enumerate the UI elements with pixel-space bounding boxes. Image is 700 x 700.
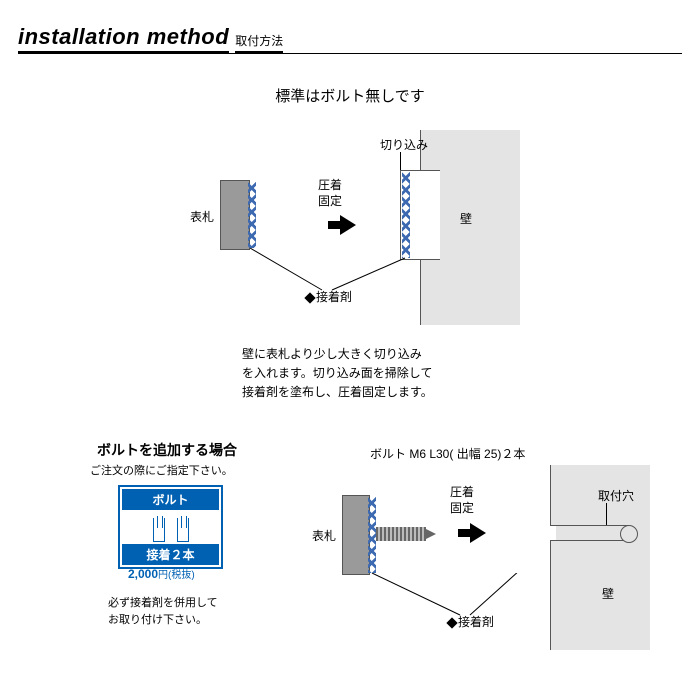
bolt-title: ボルトを追加する場合 — [97, 440, 237, 460]
diagram-bolt: 圧着 固定 表札 取付穴 壁 接着剤 — [330, 465, 660, 660]
mounting-hole — [550, 525, 630, 541]
label-wall: 壁 — [602, 585, 614, 602]
label-fix1: 圧着 — [318, 176, 342, 193]
label-plate: 表札 — [312, 527, 336, 544]
adhesive-zigzag-plate — [368, 497, 376, 573]
description-standard: 壁に表札より少し大きく切り込み を入れます。切り込み面を掃除して 接着剤を塗布し… — [242, 345, 542, 403]
header-en: installation method — [18, 24, 229, 53]
bolt-note: 必ず接着剤を併用して お取り付け下さい。 — [108, 595, 218, 628]
leader-line — [400, 152, 401, 170]
header: installation method 取付方法 — [18, 24, 682, 54]
label-wall: 壁 — [460, 210, 472, 227]
label-plate: 表札 — [190, 208, 214, 225]
label-fix2: 固定 — [450, 499, 474, 516]
label-fix1: 圧着 — [450, 483, 474, 500]
subtitle: 標準はボルト無しです — [0, 85, 700, 106]
bolt-badge: ボルト 接着２本 — [118, 485, 223, 569]
badge-bottom: 接着２本 — [122, 544, 219, 565]
bolt-icon — [177, 518, 189, 542]
leader-line — [606, 503, 607, 525]
nameplate — [220, 180, 250, 250]
diagram-standard: 切り込み 圧着 固定 表札 壁 接着剤 — [190, 130, 520, 325]
header-jp: 取付方法 — [235, 32, 283, 53]
arrow-press-icon — [340, 215, 356, 235]
arrow-press-icon — [470, 523, 486, 543]
bolt-spec: ボルト M6 L30( 出幅 25)２本 — [370, 445, 525, 462]
label-glue: 接着剤 — [448, 613, 494, 630]
label-glue: 接着剤 — [306, 288, 352, 305]
adhesive-zigzag-plate — [248, 182, 256, 248]
nameplate — [342, 495, 370, 575]
bolt-icon — [153, 518, 165, 542]
bolt-price: 2,000円(税抜) — [128, 566, 195, 581]
label-cut: 切り込み — [380, 136, 428, 153]
bolt-shaft-icon — [376, 527, 426, 541]
label-hole: 取付穴 — [598, 487, 634, 504]
label-fix2: 固定 — [318, 192, 342, 209]
adhesive-zigzag-notch — [402, 172, 410, 258]
badge-top: ボルト — [122, 489, 219, 510]
badge-bolt-icons — [120, 512, 221, 542]
bolt-subtitle: ご注文の際にご指定下さい。 — [90, 462, 233, 478]
